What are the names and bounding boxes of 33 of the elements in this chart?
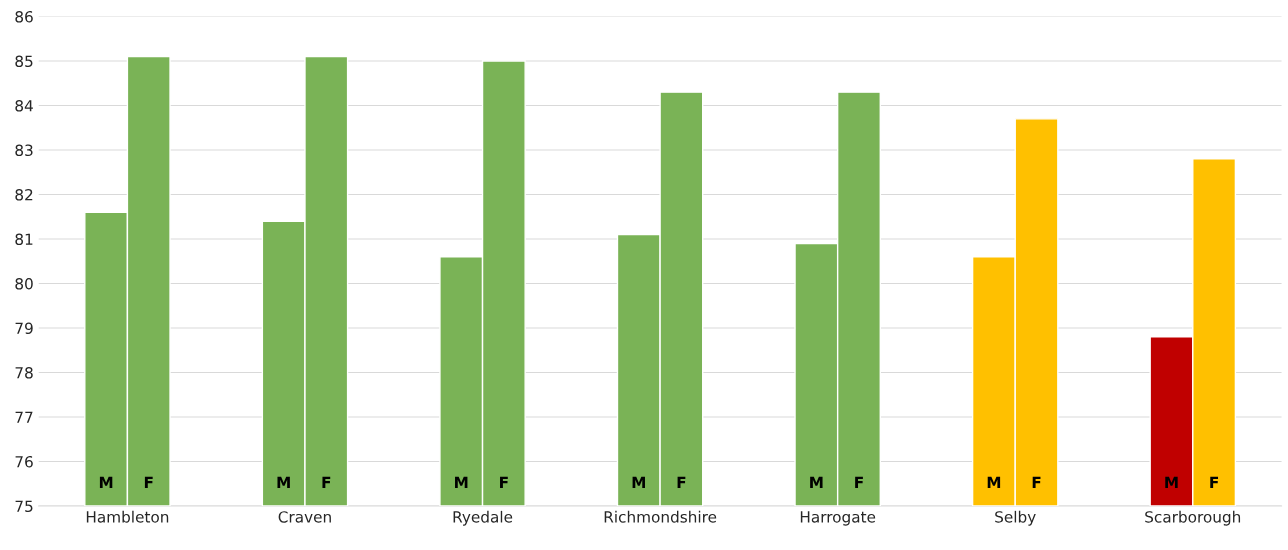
text: F	[855, 476, 863, 488]
x-tick-label: Craven	[278, 511, 331, 523]
y-tick-label: 82	[15, 188, 33, 201]
y-tick-label: 79	[15, 322, 33, 335]
text: F	[500, 476, 508, 488]
text: F	[322, 476, 331, 488]
y-tick-label: 85	[15, 55, 33, 68]
y-tick-label: 86	[15, 10, 33, 23]
y-tick-label: 80	[15, 277, 33, 290]
text: M	[455, 476, 468, 488]
text: M	[632, 476, 645, 488]
text: M	[99, 476, 113, 488]
x-tick-label: Hambleton	[86, 510, 169, 523]
y-tick-label: 76	[15, 455, 33, 468]
text: F	[677, 476, 686, 488]
text: F	[1210, 476, 1219, 488]
y-tick-label: 83	[15, 144, 33, 157]
text: F	[144, 476, 153, 488]
series-label: F	[1032, 476, 1041, 488]
series-label: M	[1165, 476, 1178, 488]
text: M	[277, 476, 290, 488]
y-tick-label: 77	[15, 411, 33, 423]
x-tick-label: Richmondshire	[604, 510, 717, 523]
text: M	[987, 476, 1001, 488]
y-tick-label: 84	[15, 99, 33, 112]
x-tick-label: Scarborough	[1145, 510, 1241, 526]
x-tick-label: Ryedale	[453, 510, 513, 526]
text: M	[810, 476, 823, 488]
x-tick-label: Selby	[995, 510, 1036, 526]
x-tick-label: Harrogate	[800, 511, 876, 526]
y-tick-label: 78	[15, 366, 33, 379]
y-tick-label: 75	[15, 500, 33, 513]
y-tick-label: 81	[15, 233, 33, 246]
